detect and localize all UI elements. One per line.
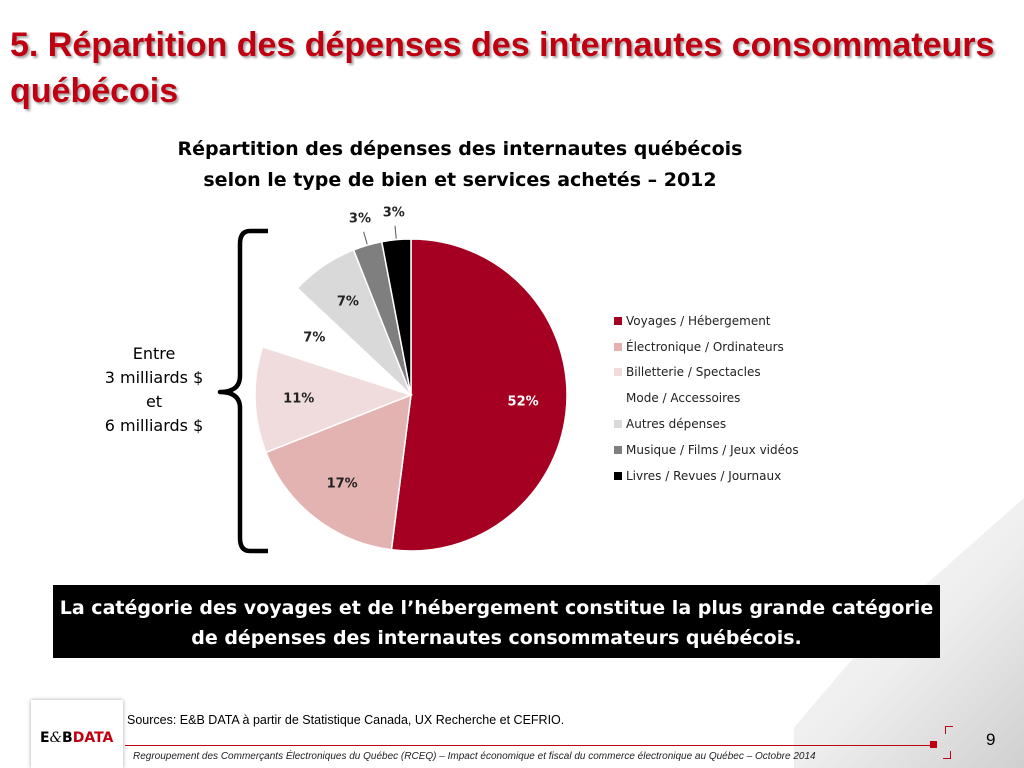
spending-range-text: Entre 3 milliards $ et 6 milliards $ bbox=[96, 342, 212, 438]
eb-data-logo: E&BDATA bbox=[40, 730, 113, 746]
logo-box bbox=[31, 700, 123, 768]
legend-item-billetterie-spectacles: Billetterie / Spectacles bbox=[614, 360, 799, 386]
legend-label: Autres dépenses bbox=[626, 417, 727, 432]
chart-title-line-1: Répartition des dépenses des internautes… bbox=[177, 138, 743, 160]
logo-part-2: B bbox=[62, 730, 73, 746]
key-finding-callout: La catégorie des voyages et de l’héberge… bbox=[53, 585, 940, 658]
slice-label-livres-revues-journaux: 3% bbox=[382, 205, 405, 221]
chart-title-line-2: selon le type de bien et services acheté… bbox=[203, 169, 717, 191]
legend-label: Livres / Revues / Journaux bbox=[626, 468, 782, 483]
callout-line-2: de dépenses des internautes consommateur… bbox=[191, 627, 802, 649]
sources-note: Sources: E&B DATA à partir de Statistiqu… bbox=[127, 713, 565, 727]
logo-part-3: DATA bbox=[72, 730, 114, 746]
legend-swatch bbox=[614, 368, 622, 377]
legend-swatch bbox=[614, 420, 622, 429]
legend-swatch bbox=[614, 445, 622, 454]
footer-dot bbox=[930, 741, 937, 748]
legend-swatch bbox=[614, 394, 622, 403]
footer-text: Regroupement des Commerçants Électroniqu… bbox=[133, 751, 816, 762]
logo-amp: & bbox=[49, 730, 63, 746]
corner-mark-top bbox=[945, 726, 953, 734]
legend-swatch bbox=[614, 342, 622, 351]
chart-title: Répartition des dépenses des internautes… bbox=[160, 134, 760, 196]
page-number: 9 bbox=[986, 730, 996, 749]
range-line-3: et bbox=[145, 392, 163, 411]
footer-rule bbox=[125, 745, 933, 746]
range-line-1: Entre bbox=[132, 344, 176, 363]
leader-line-livres-revues-journaux bbox=[394, 225, 397, 239]
legend-swatch bbox=[614, 471, 622, 480]
legend-swatch bbox=[614, 316, 622, 325]
callout-line-1: La catégorie des voyages et de l’héberge… bbox=[59, 597, 934, 619]
pie-slice-voyages-hebergement bbox=[390, 238, 568, 552]
slice-label-mode-accessoires: 7% bbox=[303, 330, 326, 346]
slice-label-musique-films-jeux-videos: 3% bbox=[348, 211, 371, 227]
slice-label-billetterie-spectacles: 11% bbox=[283, 391, 315, 407]
legend-item-voyages-hebergement: Voyages / Hébergement bbox=[614, 308, 799, 334]
pie-slice-livres-revues-journaux bbox=[380, 238, 412, 396]
legend-label: Mode / Accessoires bbox=[626, 391, 741, 406]
corner-mark-bottom bbox=[943, 751, 951, 759]
legend-item-autres-depenses: Autres dépenses bbox=[614, 411, 799, 437]
curly-brace-icon bbox=[217, 228, 268, 554]
legend-label: Voyages / Hébergement bbox=[626, 313, 771, 328]
leader-line-musique-films-jeux-videos bbox=[363, 231, 368, 245]
pie-slice-electronique-ordinateurs bbox=[264, 393, 412, 551]
legend-label: Musique / Films / Jeux vidéos bbox=[626, 442, 799, 457]
slide-title: 5. Répartition des dépenses des internau… bbox=[10, 26, 995, 110]
pie-slice-billetterie-spectacles bbox=[254, 345, 414, 454]
legend-label: Électronique / Ordinateurs bbox=[626, 339, 784, 354]
range-line-2: 3 milliards $ bbox=[104, 368, 204, 387]
slice-label-electronique-ordinateurs: 17% bbox=[326, 476, 358, 492]
legend-item-musique-films-jeux-videos: Musique / Films / Jeux vidéos bbox=[614, 437, 799, 463]
chart-legend: Voyages / Hébergement Électronique / Ordi… bbox=[614, 308, 799, 489]
legend-item-mode-accessoires: Mode / Accessoires bbox=[614, 385, 799, 411]
range-line-4: 6 milliards $ bbox=[104, 416, 204, 435]
slice-label-autres-depenses: 7% bbox=[336, 294, 359, 310]
slice-label-voyages-hebergement: 52% bbox=[507, 394, 539, 410]
legend-item-livres-revues-journaux: Livres / Revues / Journaux bbox=[614, 463, 799, 489]
logo-part-1: E bbox=[40, 730, 50, 746]
legend-label: Billetterie / Spectacles bbox=[626, 365, 761, 380]
legend-item-electronique-ordinateurs: Électronique / Ordinateurs bbox=[614, 334, 799, 360]
